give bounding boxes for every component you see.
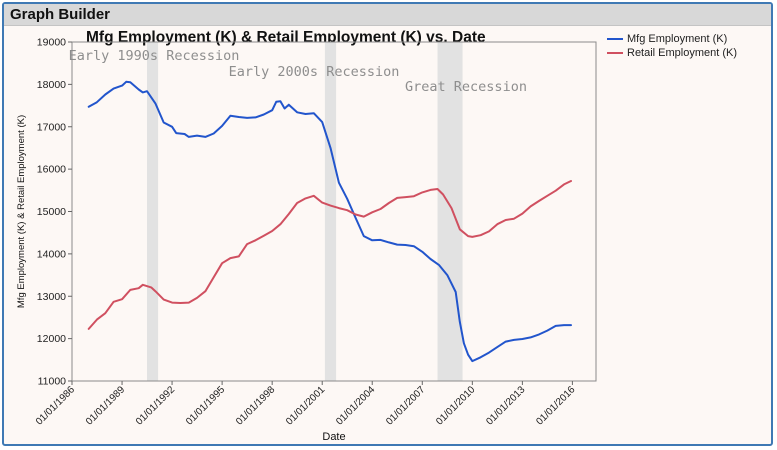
- y-tick-label: 14000: [37, 248, 66, 260]
- x-tick-label: 01/01/2004: [334, 384, 377, 427]
- legend-label-retail: Retail Employment (K): [627, 47, 738, 59]
- x-tick-label: 01/01/2016: [534, 384, 577, 427]
- y-tick-label: 13000: [37, 291, 66, 303]
- x-tick-label: 01/01/1995: [184, 384, 227, 427]
- x-tick-label: 01/01/1986: [34, 384, 77, 427]
- x-tick-label: 01/01/2010: [434, 384, 477, 427]
- x-tick-label: 01/01/1992: [134, 384, 177, 427]
- legend-swatch-mfg: [607, 38, 623, 40]
- y-tick-label: 19000: [37, 37, 66, 49]
- x-tick-label: 01/01/1989: [84, 384, 127, 427]
- x-tick-label: 01/01/2013: [484, 384, 527, 427]
- graph-builder-window: Graph Builder Mfg Employment (K) & Retai…: [2, 2, 773, 446]
- window-title: Graph Builder: [10, 6, 111, 23]
- y-tick-label: 16000: [37, 164, 66, 176]
- series-line-retail: [87, 180, 572, 330]
- x-axis: 01/01/1986 01/01/1989 01/01/1992 01/01/1995…: [34, 381, 578, 428]
- x-tick-label: 01/01/2007: [384, 384, 427, 427]
- x-tick-label: 01/01/2001: [284, 384, 327, 427]
- y-tick-label: 11000: [38, 376, 67, 388]
- y-axis-label: Mfg Employment (K) & Retail Employment (…: [16, 115, 27, 308]
- y-tick-label: 17000: [37, 121, 66, 133]
- legend-swatch-retail: [607, 52, 623, 54]
- y-axis: 11000 12000 13000 14000 15000 16000 17000 18000…: [37, 37, 72, 388]
- y-tick-label: 15000: [37, 206, 66, 218]
- recession-label: Great Recession: [405, 79, 527, 95]
- recession-label: Early 2000s Recession: [229, 64, 400, 80]
- x-tick-label: 01/01/1998: [234, 384, 277, 427]
- x-axis-label: Date: [322, 431, 345, 443]
- recession-band: [437, 42, 463, 381]
- recession-band: [146, 42, 159, 381]
- recession-band: [324, 42, 337, 381]
- legend-label-mfg: Mfg Employment (K): [627, 33, 728, 45]
- y-tick-label: 12000: [37, 333, 66, 345]
- series-lines: [87, 80, 572, 363]
- y-tick-label: 18000: [37, 79, 66, 91]
- window-titlebar: Graph Builder: [4, 4, 771, 26]
- recession-label: Early 1990s Recession: [69, 48, 240, 64]
- recession-bands: [146, 42, 463, 381]
- series-line-mfg: [87, 80, 572, 363]
